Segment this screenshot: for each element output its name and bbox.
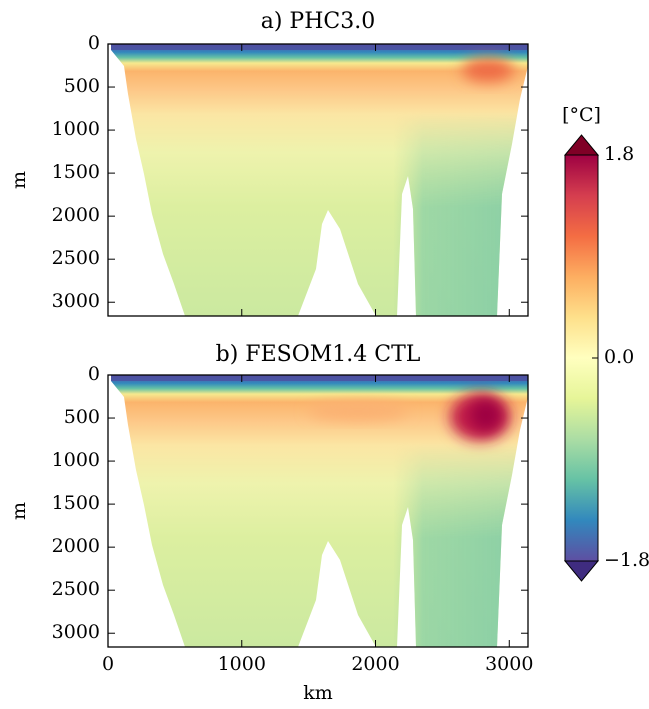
y-axis-label: m — [8, 171, 30, 189]
warm-core — [462, 58, 514, 82]
x-tick-label: 1000 — [218, 653, 266, 675]
y-axis-label: m — [8, 502, 30, 520]
y-tick-label: 500 — [64, 406, 100, 428]
warm-band — [308, 402, 408, 420]
field-east — [111, 44, 528, 316]
y-tick-label: 1000 — [52, 449, 100, 471]
axes-frame — [107, 374, 529, 648]
y-tick-label: 1500 — [52, 161, 100, 183]
contour-field — [107, 43, 529, 317]
contour-field — [107, 374, 529, 648]
y-tick-label: 3000 — [52, 621, 100, 643]
colorbar-tick-label: 0.0 — [604, 346, 634, 368]
colorbar-extend-bottom — [563, 560, 600, 582]
field — [111, 375, 528, 647]
panel-title: a) PHC3.0 — [261, 9, 376, 34]
colorbar-tick-label: 1.8 — [604, 143, 634, 165]
y-tick-label: 2500 — [52, 247, 100, 269]
y-tick-label: 0 — [88, 363, 100, 385]
y-tick-label: 2000 — [52, 535, 100, 557]
y-tick-label: 2000 — [52, 204, 100, 226]
x-tick-label: 2000 — [351, 653, 399, 675]
x-tick-label: 0 — [102, 653, 114, 675]
y-tick-label: 0 — [88, 32, 100, 54]
x-axis-label: km — [303, 682, 333, 704]
colorbar-label: [°C] — [562, 104, 601, 126]
y-tick-label: 500 — [64, 75, 100, 97]
axes-frame — [107, 43, 529, 317]
colorbar-tick-label: −1.8 — [604, 549, 649, 571]
panel-title: b) FESOM1.4 CTL — [216, 342, 421, 367]
field — [111, 44, 528, 316]
y-tick-label: 2500 — [52, 578, 100, 600]
field-top — [111, 375, 528, 381]
colorbar-extend-top — [563, 134, 600, 156]
y-tick-label: 1000 — [52, 118, 100, 140]
warm-core-inner — [470, 399, 502, 431]
field-top — [111, 44, 528, 50]
y-tick-label: 3000 — [52, 290, 100, 312]
x-tick-label: 3000 — [485, 653, 533, 675]
y-tick-label: 1500 — [52, 492, 100, 514]
